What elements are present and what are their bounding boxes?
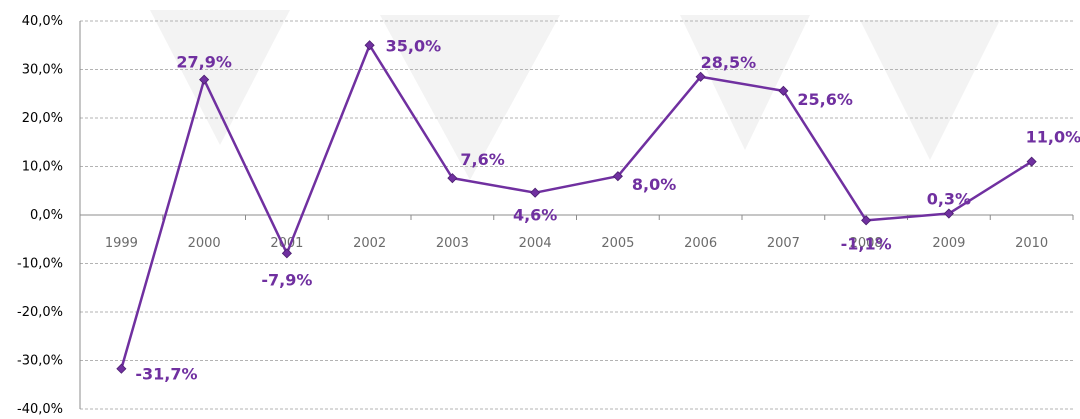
watermark-shape [150,10,290,145]
x-axis: 1999 2000 2001 2002 2003 2004 2005 2006 2007 2008… [79,215,1074,251]
data-label: -1,1% [841,234,892,253]
y-tick-label: -10,0% [17,257,63,272]
data-label: 0,3% [927,190,971,209]
data-point-marker [364,40,375,51]
data-point-marker [612,171,623,182]
data-point-marker [695,71,706,82]
x-tick-label: 2004 [519,236,552,251]
x-tick-label: 2002 [353,236,386,251]
y-tick-label: 20,0% [22,111,63,126]
data-label: 11,0% [1026,128,1080,147]
y-tick-label: 40,0% [22,14,63,29]
x-tick-label: 2003 [436,236,469,251]
data-label: 35,0% [386,36,442,55]
data-label: 8,0% [632,175,676,194]
y-tick-label: 0,0% [30,208,63,223]
data-point-marker [1026,156,1037,167]
data-point-marker [116,363,127,374]
series-polyline [120,44,1033,370]
x-tick-label: 2009 [932,236,965,251]
data-point-marker [199,74,210,85]
y-tick-label: -20,0% [17,305,63,320]
x-tick-label: 2000 [188,236,221,251]
data-label: 25,6% [797,90,853,109]
data-label: 27,9% [176,53,232,72]
data-label: 7,6% [460,150,504,169]
x-tick-label: 2007 [767,236,800,251]
data-label: -7,9% [261,270,312,289]
data-label: 4,6% [513,206,557,225]
data-point-marker [530,187,541,198]
x-tick-label: 2010 [1015,236,1048,251]
y-axis: -40,0% -30,0% -20,0% -10,0% 0,0% 10,0% 20,0% 30… [17,14,81,417]
x-tick-label: 1999 [105,236,138,251]
watermark-shape [380,15,560,180]
data-labels: -31,7% 27,9% -7,9% 35,0% 7,6% 4,6% 8,0% 28,5% 25… [135,36,1080,383]
x-tick-label: 2001 [270,236,303,251]
data-point-marker [281,248,292,259]
x-tick-label: 2006 [684,236,717,251]
data-point-marker [447,173,458,184]
watermark-shape [680,15,810,150]
y-tick-label: -40,0% [17,402,63,417]
background-watermark [150,10,1000,180]
series-line [116,40,1037,374]
data-label: -31,7% [135,365,197,384]
data-point-marker [778,85,789,96]
data-point-marker [943,208,954,219]
y-tick-label: 10,0% [22,160,63,175]
x-tick-label: 2005 [601,236,634,251]
watermark-shape [860,20,1000,160]
x-tick-label: 2008 [850,236,883,251]
data-label: 28,5% [701,53,757,72]
y-tick-label: 30,0% [22,63,63,78]
y-tick-label: -30,0% [17,354,63,369]
data-point-marker [861,215,872,226]
